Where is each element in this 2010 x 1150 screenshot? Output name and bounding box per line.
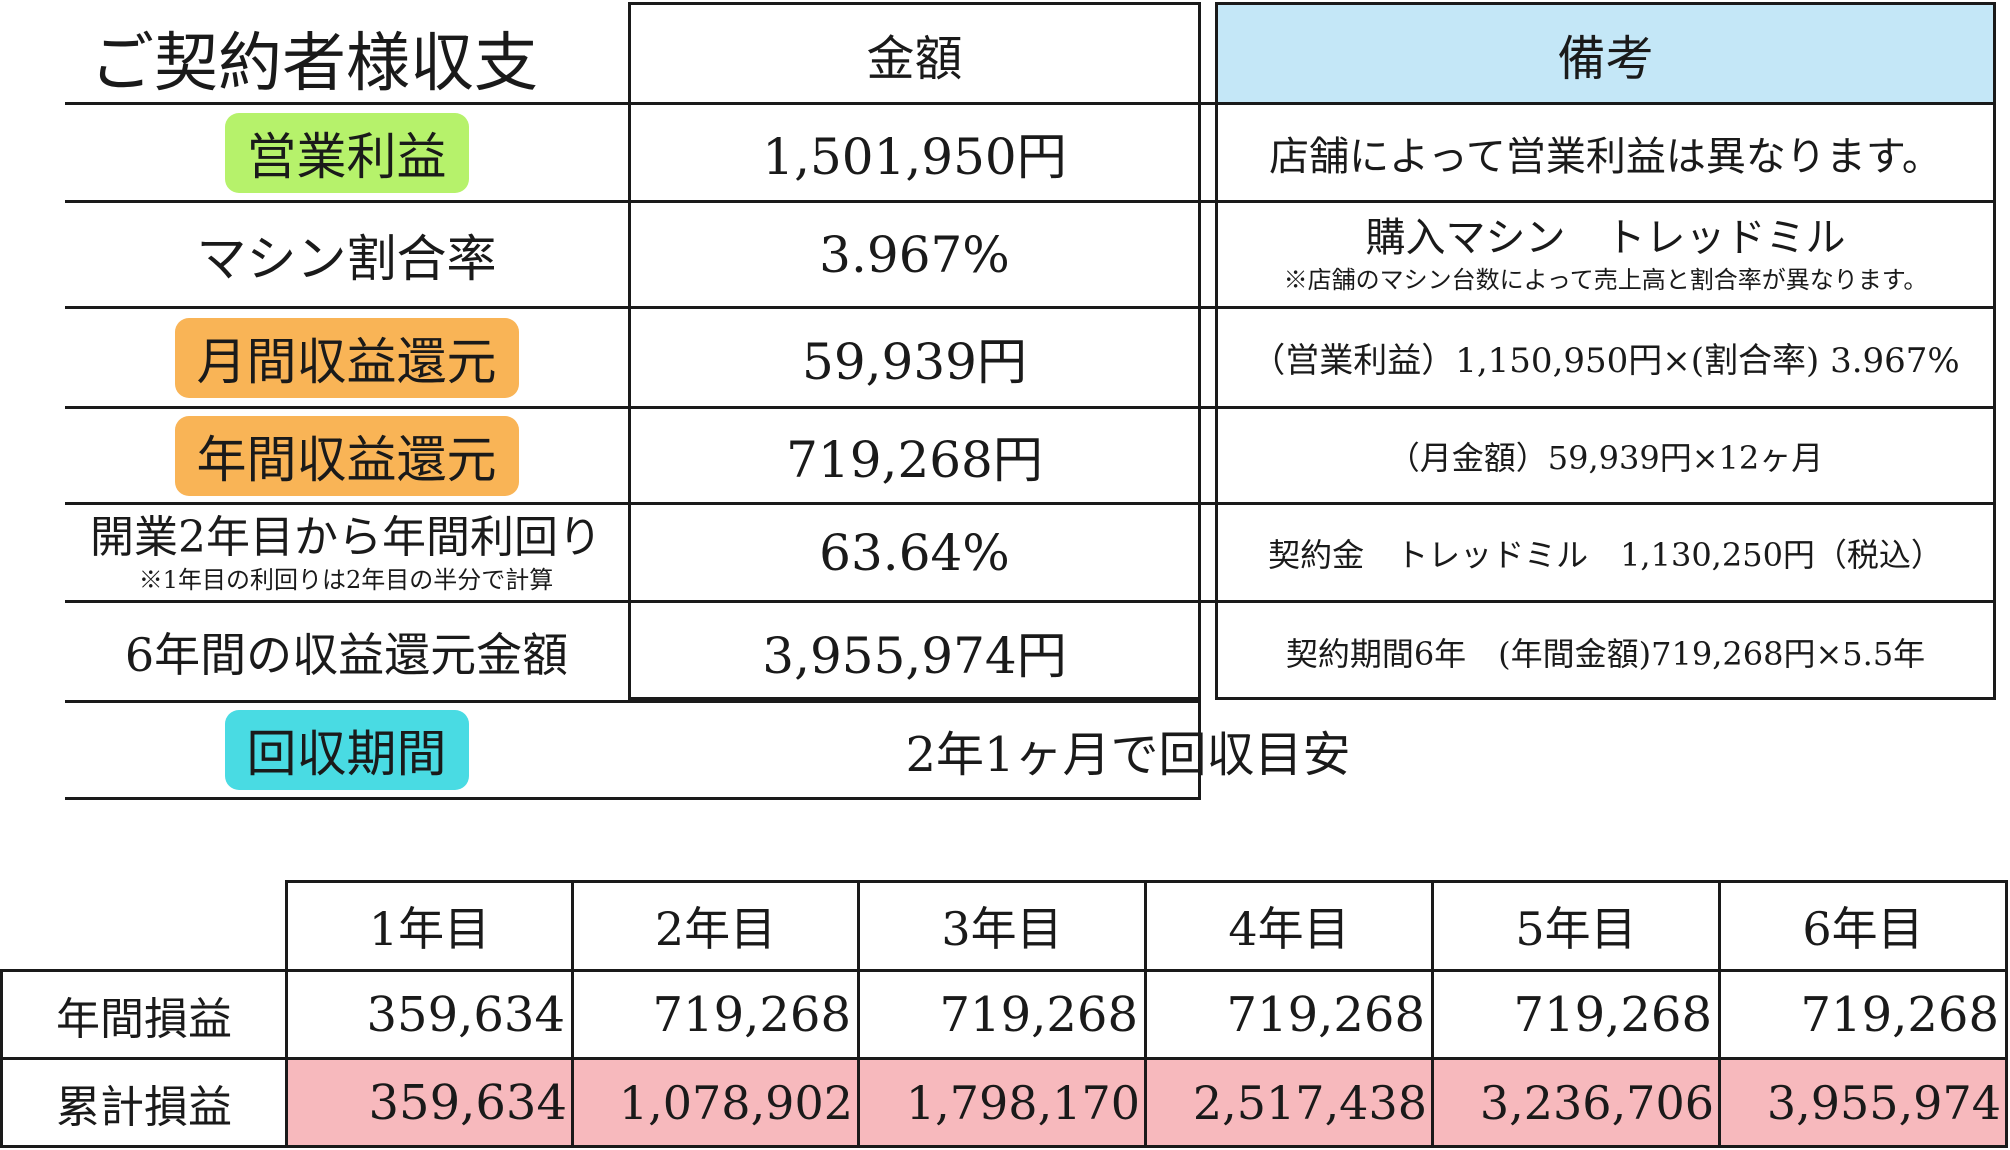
- row-label-six-year-return: 6年間の収益還元金額: [124, 627, 569, 682]
- year-header-1: 1年目: [288, 883, 574, 972]
- year-header-5: 5年目: [1434, 883, 1721, 972]
- annual-return-badge: 年間収益還元: [174, 415, 519, 496]
- row-label-annual-return: 年間収益還元: [65, 409, 628, 502]
- cumulative-value-4: 2,517,438: [1147, 1060, 1434, 1148]
- annual-value-4: 719,268: [1147, 972, 1434, 1060]
- row-label-recovery: 回収期間: [65, 703, 628, 797]
- recovery-value: 2年1ヶ月で回収目安: [905, 727, 1351, 783]
- annual-value-5: 719,268: [1434, 972, 1721, 1060]
- remarks-column: [1215, 2, 1996, 700]
- remarks-header-fill: [1218, 5, 1993, 104]
- annual-value-6: 719,268: [1721, 972, 2008, 1060]
- monthly-return-badge: 月間収益還元: [174, 317, 519, 398]
- year-header-6: 6年目: [1721, 883, 2008, 972]
- row-label-yield: 開業2年目から年間利回り ※1年目の利回りは2年目の半分で計算: [90, 511, 602, 594]
- years-table: 1年目 2年目 3年目 4年目 5年目 6年目 年間損益 359,634 719…: [0, 880, 2008, 1148]
- amount-operating-profit: 1,501,950円: [762, 127, 1067, 186]
- annual-value-3: 719,268: [860, 972, 1147, 1060]
- row-label-machine-ratio: マシン割合率: [196, 229, 497, 288]
- annual-value-2: 719,268: [574, 972, 860, 1060]
- note-annual-return: （月金額）59,939円×12ヶ月: [1387, 438, 1824, 477]
- recovery-badge: 回収期間: [224, 710, 469, 790]
- amount-annual-return: 719,268円: [786, 430, 1043, 489]
- year-header-3: 3年目: [860, 883, 1147, 972]
- amount-header: 金額: [866, 30, 963, 87]
- year-header-4: 4年目: [1147, 883, 1434, 972]
- note-yield: 契約金 トレッドミル 1,130,250円（税込）: [1268, 535, 1943, 574]
- row-label-monthly-return: 月間収益還元: [65, 309, 628, 406]
- cumulative-value-1: 359,634: [288, 1060, 574, 1148]
- note-monthly-return: （営業利益）1,150,950円×(割合率) 3.967%: [1251, 341, 1960, 381]
- page-title: ご契約者様収支: [90, 26, 538, 101]
- remarks-header: 備考: [1557, 30, 1654, 87]
- amount-monthly-return: 59,939円: [802, 332, 1027, 391]
- annual-value-1: 359,634: [288, 972, 574, 1060]
- note-operating-profit: 店舗によって営業利益は異なります。: [1269, 133, 1942, 180]
- amount-machine-ratio: 3.967%: [819, 225, 1010, 284]
- amount-yield: 63.64%: [819, 523, 1010, 582]
- year-header-2: 2年目: [574, 883, 860, 972]
- cumulative-row-label: 累計損益: [3, 1060, 288, 1148]
- cumulative-value-6: 3,955,974: [1721, 1060, 2008, 1148]
- annual-row-label: 年間損益: [3, 972, 288, 1060]
- operating-profit-badge: 営業利益: [224, 112, 469, 193]
- cumulative-value-5: 3,236,706: [1434, 1060, 1721, 1148]
- amount-six-year-return: 3,955,974円: [762, 626, 1067, 685]
- cumulative-value-2: 1,078,902: [574, 1060, 860, 1148]
- note-machine-ratio: 購入マシン トレッドミル ※店舗のマシン台数によって売上高と割合率が異なります。: [1283, 214, 1928, 294]
- cumulative-value-3: 1,798,170: [860, 1060, 1147, 1148]
- amount-column: [628, 2, 1201, 700]
- row-label-operating-profit: 営業利益: [65, 105, 628, 200]
- note-six-year-return: 契約期間6年 (年間金額)719,268円×5.5年: [1285, 634, 1926, 673]
